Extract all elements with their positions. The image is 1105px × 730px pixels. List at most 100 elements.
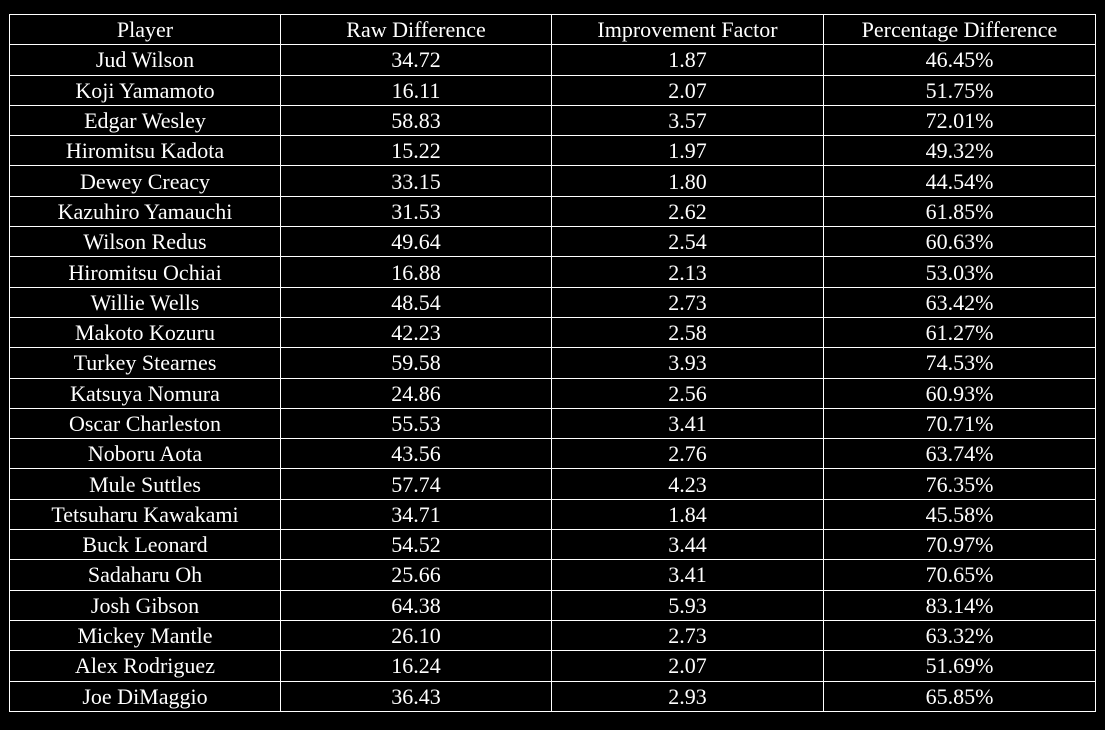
cell-player: Joe DiMaggio: [9, 680, 281, 712]
cell-raw-difference: 31.53: [280, 195, 552, 228]
cell-improvement-factor: 2.56: [551, 377, 824, 409]
table-row: Oscar Charleston 55.53 3.41 70.71%: [9, 407, 1096, 440]
cell-percentage-difference: 46.45%: [823, 44, 1096, 76]
cell-improvement-factor: 2.07: [551, 74, 824, 106]
cell-raw-difference: 16.24: [280, 650, 552, 682]
cell-improvement-factor: 2.73: [551, 619, 824, 652]
table-row: Makoto Kozuru 42.23 2.58 61.27%: [9, 316, 1096, 349]
column-header-raw-difference: Raw Difference: [280, 13, 552, 46]
cell-improvement-factor: 1.80: [551, 165, 824, 197]
table-row: Hiromitsu Kadota 15.22 1.97 49.32%: [9, 135, 1096, 167]
cell-player: Turkey Stearnes: [9, 347, 281, 379]
table-row: Katsuya Nomura 24.86 2.56 60.93%: [9, 377, 1096, 409]
cell-raw-difference: 34.72: [280, 44, 552, 76]
cell-raw-difference: 59.58: [280, 347, 552, 379]
cell-player: Mule Suttles: [9, 468, 281, 500]
cell-percentage-difference: 70.97%: [823, 529, 1096, 561]
cell-raw-difference: 15.22: [280, 135, 552, 167]
cell-player: Noboru Aota: [9, 438, 281, 470]
cell-improvement-factor: 1.87: [551, 44, 824, 76]
table-row: Turkey Stearnes 59.58 3.93 74.53%: [9, 347, 1096, 379]
table-row: Edgar Wesley 58.83 3.57 72.01%: [9, 104, 1096, 137]
cell-raw-difference: 49.64: [280, 226, 552, 258]
cell-player: Josh Gibson: [9, 589, 281, 621]
cell-percentage-difference: 51.75%: [823, 74, 1096, 106]
cell-player: Hiromitsu Ochiai: [9, 256, 281, 288]
cell-percentage-difference: 72.01%: [823, 104, 1096, 137]
cell-improvement-factor: 2.54: [551, 226, 824, 258]
data-table-container: Player Raw Difference Improvement Factor…: [9, 13, 1096, 712]
cell-raw-difference: 64.38: [280, 589, 552, 621]
cell-percentage-difference: 49.32%: [823, 135, 1096, 167]
cell-player: Wilson Redus: [9, 226, 281, 258]
cell-improvement-factor: 2.76: [551, 438, 824, 470]
table-row: Josh Gibson 64.38 5.93 83.14%: [9, 589, 1096, 621]
header-row: Player Raw Difference Improvement Factor…: [9, 13, 1096, 46]
cell-improvement-factor: 2.73: [551, 286, 824, 318]
table-row: Buck Leonard 54.52 3.44 70.97%: [9, 529, 1096, 561]
cell-raw-difference: 33.15: [280, 165, 552, 197]
cell-player: Mickey Mantle: [9, 619, 281, 652]
cell-improvement-factor: 2.93: [551, 680, 824, 712]
cell-raw-difference: 54.52: [280, 529, 552, 561]
cell-improvement-factor: 4.23: [551, 468, 824, 500]
cell-player: Edgar Wesley: [9, 104, 281, 137]
cell-raw-difference: 36.43: [280, 680, 552, 712]
cell-player: Hiromitsu Kadota: [9, 135, 281, 167]
cell-percentage-difference: 61.27%: [823, 316, 1096, 349]
cell-raw-difference: 25.66: [280, 559, 552, 591]
cell-player: Makoto Kozuru: [9, 316, 281, 349]
cell-raw-difference: 43.56: [280, 438, 552, 470]
cell-percentage-difference: 63.42%: [823, 286, 1096, 318]
cell-percentage-difference: 51.69%: [823, 650, 1096, 682]
cell-player: Dewey Creacy: [9, 165, 281, 197]
cell-improvement-factor: 1.97: [551, 135, 824, 167]
table-row: Joe DiMaggio 36.43 2.93 65.85%: [9, 680, 1096, 712]
cell-percentage-difference: 70.71%: [823, 407, 1096, 440]
cell-percentage-difference: 63.32%: [823, 619, 1096, 652]
cell-player: Sadaharu Oh: [9, 559, 281, 591]
cell-player: Buck Leonard: [9, 529, 281, 561]
table-row: Hiromitsu Ochiai 16.88 2.13 53.03%: [9, 256, 1096, 288]
cell-percentage-difference: 74.53%: [823, 347, 1096, 379]
cell-raw-difference: 48.54: [280, 286, 552, 318]
cell-improvement-factor: 2.62: [551, 195, 824, 228]
cell-percentage-difference: 61.85%: [823, 195, 1096, 228]
table-body: Jud Wilson 34.72 1.87 46.45% Koji Yamamoto 16…: [9, 44, 1096, 712]
cell-raw-difference: 42.23: [280, 316, 552, 349]
cell-improvement-factor: 1.84: [551, 498, 824, 531]
cell-player: Jud Wilson: [9, 44, 281, 76]
cell-player: Tetsuharu Kawakami: [9, 498, 281, 531]
cell-improvement-factor: 3.57: [551, 104, 824, 137]
cell-player: Koji Yamamoto: [9, 74, 281, 106]
cell-raw-difference: 24.86: [280, 377, 552, 409]
cell-percentage-difference: 60.63%: [823, 226, 1096, 258]
cell-percentage-difference: 45.58%: [823, 498, 1096, 531]
cell-player: Oscar Charleston: [9, 407, 281, 440]
cell-raw-difference: 26.10: [280, 619, 552, 652]
column-header-player: Player: [9, 13, 281, 46]
cell-percentage-difference: 65.85%: [823, 680, 1096, 712]
cell-raw-difference: 16.88: [280, 256, 552, 288]
table-row: Koji Yamamoto 16.11 2.07 51.75%: [9, 74, 1096, 106]
cell-improvement-factor: 2.07: [551, 650, 824, 682]
table-row: Mickey Mantle 26.10 2.73 63.32%: [9, 619, 1096, 652]
table-row: Alex Rodriguez 16.24 2.07 51.69%: [9, 650, 1096, 682]
cell-raw-difference: 58.83: [280, 104, 552, 137]
cell-improvement-factor: 3.41: [551, 559, 824, 591]
cell-raw-difference: 57.74: [280, 468, 552, 500]
column-header-percentage-difference: Percentage Difference: [823, 13, 1096, 46]
cell-percentage-difference: 44.54%: [823, 165, 1096, 197]
table-row: Sadaharu Oh 25.66 3.41 70.65%: [9, 559, 1096, 591]
cell-player: Willie Wells: [9, 286, 281, 318]
player-stats-table: Player Raw Difference Improvement Factor…: [9, 13, 1096, 712]
cell-raw-difference: 34.71: [280, 498, 552, 531]
cell-improvement-factor: 2.58: [551, 316, 824, 349]
cell-improvement-factor: 3.44: [551, 529, 824, 561]
column-header-improvement-factor: Improvement Factor: [551, 13, 824, 46]
cell-percentage-difference: 70.65%: [823, 559, 1096, 591]
cell-improvement-factor: 5.93: [551, 589, 824, 621]
cell-raw-difference: 55.53: [280, 407, 552, 440]
cell-percentage-difference: 83.14%: [823, 589, 1096, 621]
cell-player: Katsuya Nomura: [9, 377, 281, 409]
